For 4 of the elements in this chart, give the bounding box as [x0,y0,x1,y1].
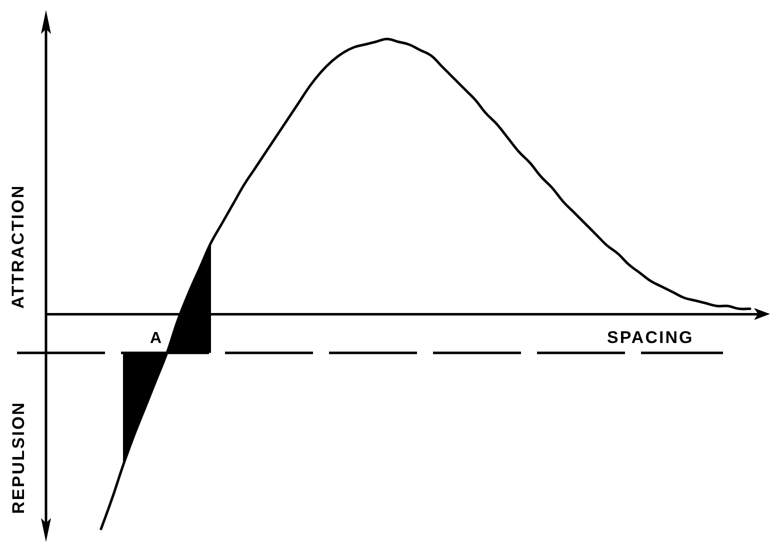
text: ATTRACTION [8,184,28,308]
annotation: A [150,330,162,347]
x-axis-title: SPACING [607,328,694,347]
text: REPULSION [8,401,28,514]
